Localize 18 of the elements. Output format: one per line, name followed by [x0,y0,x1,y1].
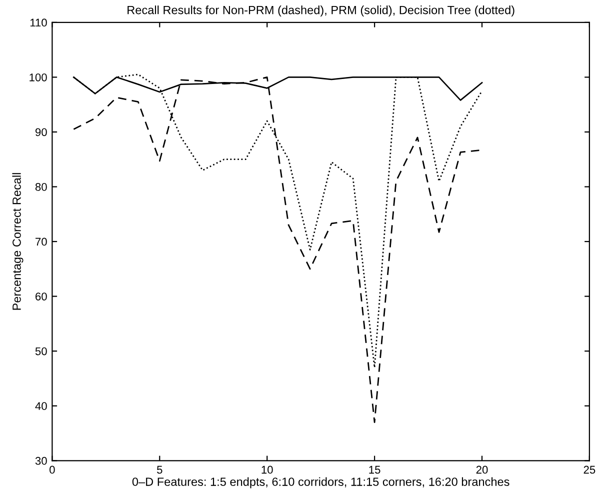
y-tick-label: 70 [36,238,47,246]
y-tick-label: 30 [35,456,47,465]
x-tick-label: 5 [156,466,162,474]
x-tick-label: 20 [476,466,488,474]
y-tick-label: 60 [36,292,47,300]
y-axis-title: Percentage Correct Recall [12,173,24,310]
x-tick-label: 0 [50,466,55,474]
x-tick-label: 25 [584,466,596,474]
y-tick-label: 110 [30,18,47,27]
x-tick-label: 15 [369,466,380,474]
y-tick-label: 40 [35,402,47,410]
chart-title: Recall Results for Non-PRM (dashed), PRM (solid), Decision Tree (dotted) [128,6,514,17]
y-tick-label: 100 [30,73,47,82]
y-tick-label: 50 [35,347,47,356]
x-axis-title: 0–D Features: 1:5 endpts, 6:10 corridors, 11:15 corners, 16:20 branches [132,477,510,488]
y-tick-label: 80 [35,183,47,191]
y-tick-label: 90 [35,128,47,136]
x-tick-label: 10 [262,466,273,474]
